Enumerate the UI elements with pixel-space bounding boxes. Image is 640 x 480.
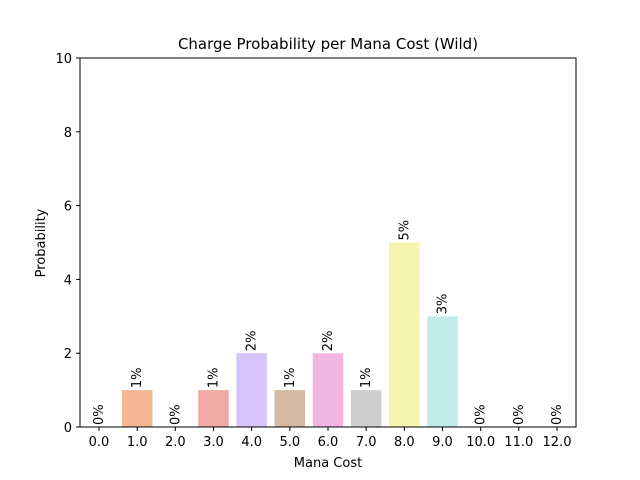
bar-labels-group: 0% 1% 0% 1% 2% 1% 2% 1% 5% 3% 0% 0% 0% xyxy=(92,220,565,425)
y-axis: 0 2 4 6 8 10 xyxy=(55,52,80,436)
y-tick-label: 10 xyxy=(55,52,72,67)
bar xyxy=(427,316,458,427)
chart-title: Charge Probability per Mana Cost (Wild) xyxy=(178,35,478,53)
bar-data-label: 1% xyxy=(130,367,145,388)
x-tick-label: 7.0 xyxy=(356,435,377,450)
x-tick-label: 0.0 xyxy=(89,435,110,450)
bar xyxy=(274,390,306,427)
bar-data-label: 0% xyxy=(512,404,527,425)
bar-data-label: 3% xyxy=(436,294,451,315)
bar xyxy=(121,390,153,427)
x-tick-label: 3.0 xyxy=(203,435,224,450)
y-tick-label: 0 xyxy=(64,421,72,436)
bar-data-label: 2% xyxy=(245,331,260,352)
y-tick-label: 4 xyxy=(64,273,72,288)
x-tick-label: 4.0 xyxy=(241,435,262,450)
y-tick-label: 2 xyxy=(64,347,72,362)
bar xyxy=(198,390,229,427)
x-tick-label: 2.0 xyxy=(165,435,186,450)
bar xyxy=(312,353,344,427)
bar-data-label: 5% xyxy=(397,220,412,241)
bar-data-label: 1% xyxy=(283,367,298,388)
bar xyxy=(389,242,420,427)
bar-data-label: 2% xyxy=(321,331,336,352)
x-tick-label: 11.0 xyxy=(504,435,533,450)
x-tick-label: 8.0 xyxy=(394,435,415,450)
x-tick-label: 1.0 xyxy=(127,435,148,450)
y-tick-label: 8 xyxy=(64,126,72,141)
x-axis-label: Mana Cost xyxy=(294,456,362,471)
bar-data-label: 0% xyxy=(92,404,107,425)
x-tick-label: 5.0 xyxy=(279,435,300,450)
bar xyxy=(236,353,267,427)
x-tick-label: 10.0 xyxy=(466,435,495,450)
x-tick-label: 6.0 xyxy=(318,435,339,450)
bar-data-label: 0% xyxy=(474,404,489,425)
x-tick-label: 12.0 xyxy=(543,435,572,450)
x-axis: 0.0 1.0 2.0 3.0 4.0 5.0 6.0 7.0 8.0 9.0 10.0 11.0 12… xyxy=(89,427,572,450)
bar-data-label: 1% xyxy=(359,367,374,388)
bar-data-label: 0% xyxy=(168,404,183,425)
bar-data-label: 1% xyxy=(207,367,222,388)
bar-data-label: 0% xyxy=(550,404,565,425)
bar xyxy=(350,390,382,427)
y-tick-label: 6 xyxy=(64,200,72,215)
bars-group xyxy=(121,242,458,427)
x-tick-label: 9.0 xyxy=(432,435,453,450)
y-axis-label: Probability xyxy=(34,208,49,277)
